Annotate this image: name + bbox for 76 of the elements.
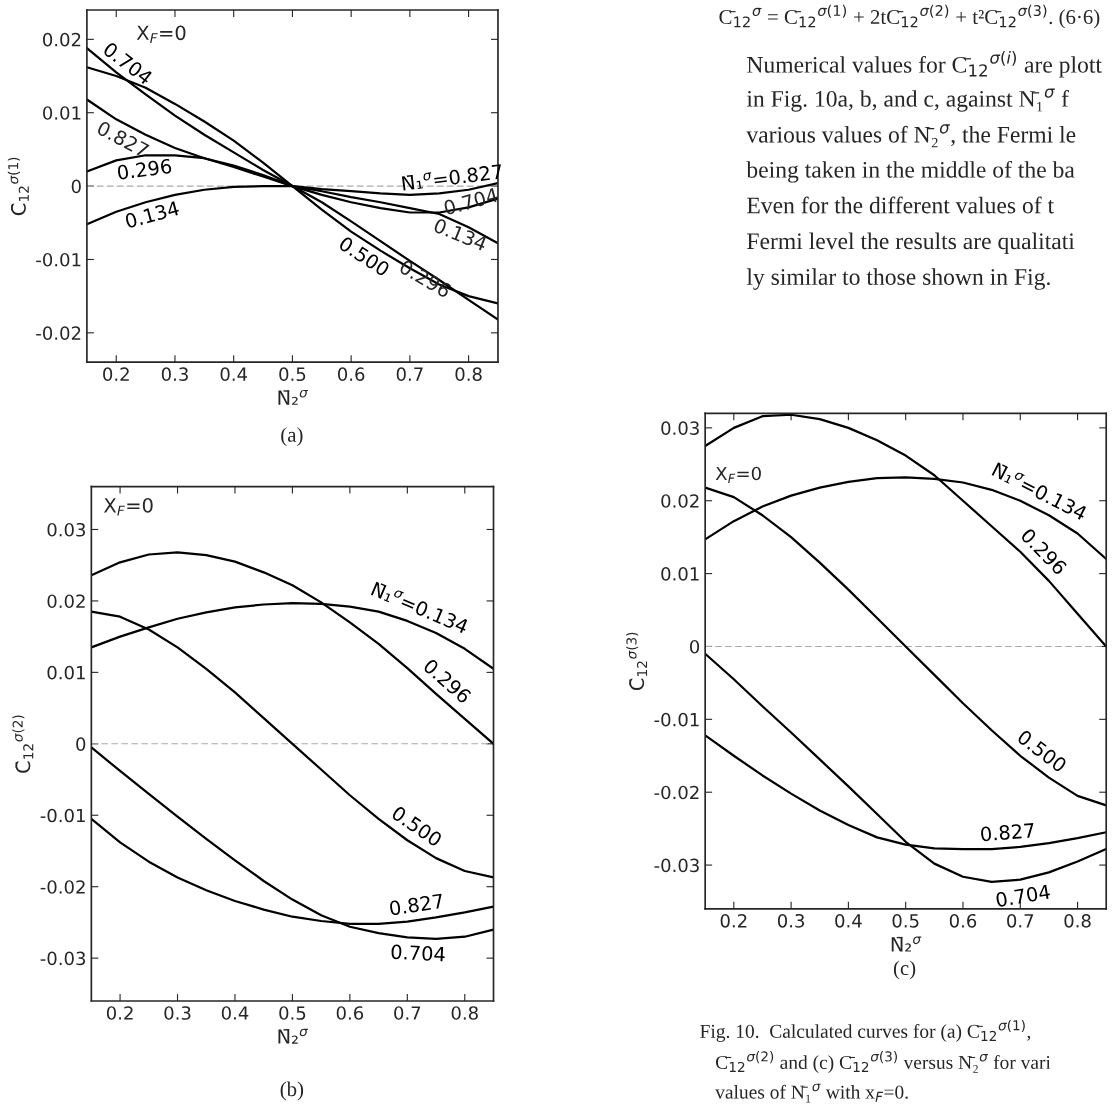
y-tick-label: 0 (71, 179, 81, 194)
line-series (705, 652, 1107, 883)
x-tick-label: 0.2 (720, 913, 747, 928)
y-tick-label: -0.02 (40, 880, 85, 894)
x-tick-label: 0.3 (164, 1006, 191, 1020)
text: being taken in the middle of the ba (746, 160, 1075, 183)
x-tick-label: 0.4 (221, 1006, 249, 1020)
text: C̄$_{12}$$^{σ}$ = C̄$_{12}$$^{σ(1)}$ + 2tC̄$_{12}$$^{σ(2)}$ + t²C̄$_{12}$$^{σ(3)}$. (6·6) (719, 4, 1100, 29)
y-tick-label: -0.01 (40, 808, 85, 823)
y-tick-label: 0.02 (47, 594, 85, 609)
text: values of N̄₁$^{σ}$ with x$_{F}$=0. (715, 1083, 908, 1103)
y-tick-label: -0.01 (36, 252, 81, 267)
text: (a) (281, 427, 303, 447)
y-tick-label: 0.01 (47, 665, 85, 680)
series-label: 0.827 (980, 822, 1035, 842)
x-tick-label: 0.2 (103, 367, 129, 382)
line-series (91, 551, 494, 745)
text: 0.827 (389, 893, 444, 916)
y-tick-label: 0.03 (661, 421, 699, 435)
x-tick-label: 0.7 (396, 367, 423, 382)
text: (b) (280, 1081, 304, 1101)
text: 0.296 (117, 158, 172, 180)
x-tick-label: 0.8 (1064, 913, 1091, 928)
y-axis-title: C̄$_{12}$$^{σ(2)}$ (12, 715, 34, 773)
y-tick-label: -0.03 (654, 858, 699, 873)
y-axis-title: C̄$_{12}$$^{σ(1)}$ (7, 157, 29, 216)
y-tick-label: -0.03 (40, 951, 86, 966)
text: in Fig. 10a, b, and c, against N̄₁$^{σ}$ f (746, 88, 1069, 112)
annotation: X$_{F}$=0 (136, 25, 186, 44)
annotation: X$_{F}$=0 (715, 466, 761, 484)
text: (c) (893, 960, 916, 980)
text: Numerical values for C̄$_{12}$$^{σ(i)}$ are plott (747, 50, 1102, 78)
x-tick-label: 0.8 (451, 1006, 478, 1020)
x-tick-label: 0.5 (279, 367, 306, 382)
text: 0.134 (433, 217, 488, 252)
x-tick-label: 0.4 (220, 367, 248, 382)
y-tick-label: 0.01 (661, 567, 699, 581)
annotation: X$_{F}$=0 (103, 497, 153, 516)
x-tick-label: 0.5 (279, 1006, 306, 1020)
x-axis-title: N̄₂$^{σ}$ (278, 1028, 309, 1044)
y-tick-label: 0.02 (43, 32, 81, 47)
x-tick-label: 0.7 (394, 1006, 421, 1020)
y-tick-label: 0 (76, 737, 86, 751)
annotation: 0.704 (443, 187, 499, 216)
text: 0.704 (995, 884, 1051, 908)
x-axis-title: N̄₂$^{σ}$ (891, 936, 922, 952)
annotation: 0.134 (124, 200, 180, 229)
text: N̄₁$^{σ}$=0.134 (991, 461, 1089, 521)
x-tick-label: 0.6 (336, 1006, 364, 1020)
y-tick-label: 0.01 (43, 106, 81, 120)
y-tick-label: 0.03 (47, 522, 86, 537)
series-label: 0.704 (391, 944, 446, 962)
annotation: 0.827 (96, 120, 150, 158)
x-tick-label: 0.6 (337, 367, 365, 382)
text: C̄$_{12}$$^{σ(2)}$ and (c) C̄$_{12}$$^{σ(3)}$ versus N̄₂$^{σ}$ for vari (715, 1051, 1051, 1073)
text: N̄₁$^{σ}$=0.134 (370, 580, 470, 635)
x-tick-label: 0.7 (1007, 913, 1034, 928)
x-tick-label: 0.3 (777, 913, 805, 928)
line-series (91, 746, 494, 940)
x-tick-label: 0.2 (106, 1006, 133, 1020)
y-tick-label: 0.02 (661, 494, 699, 508)
x-axis-title: N̄₂$^{σ}$ (278, 389, 309, 405)
x-tick-label: 0.5 (892, 913, 919, 928)
y-tick-label: 0 (690, 639, 700, 654)
y-tick-label: -0.02 (654, 785, 699, 800)
x-tick-label: 0.8 (455, 367, 482, 382)
y-tick-label: -0.02 (36, 326, 81, 340)
text: various values of N̄₂$^{σ}$, the Fermi le (746, 124, 1076, 148)
text: Even for the different values of t (747, 196, 1054, 214)
x-tick-label: 0.4 (835, 913, 862, 928)
y-tick-label: -0.01 (654, 712, 699, 727)
text: ly similar to those shown in Fig. (746, 268, 1050, 290)
x-tick-label: 0.6 (949, 913, 977, 928)
text: Fermi level the results are qualitati (747, 232, 1075, 255)
x-tick-label: 0.3 (161, 367, 188, 382)
y-axis-title: C̄$_{12}$$^{σ(3)}$ (626, 632, 648, 691)
